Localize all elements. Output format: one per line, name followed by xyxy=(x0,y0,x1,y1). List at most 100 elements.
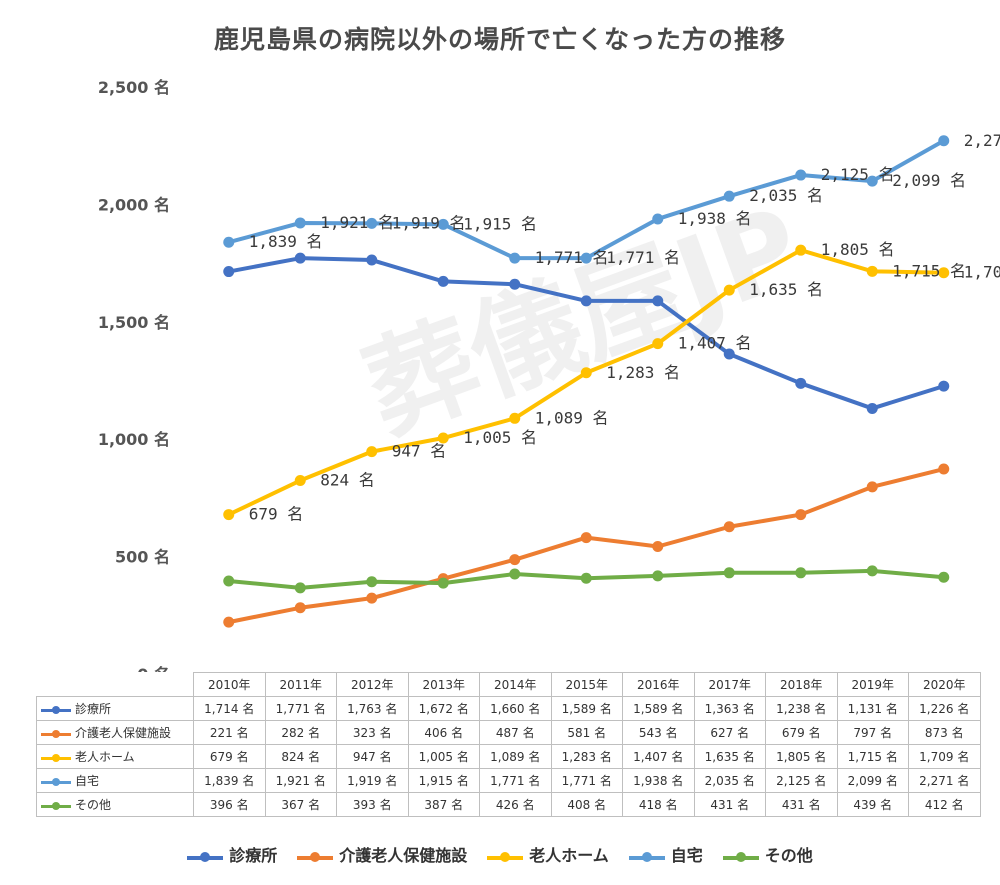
data-point xyxy=(580,532,592,544)
series-name: 介護老人保健施設 xyxy=(75,726,172,740)
data-point xyxy=(652,541,664,553)
table-cell: 543 名 xyxy=(622,720,695,745)
data-point xyxy=(938,135,950,147)
table-header-year: 2017年 xyxy=(693,672,766,697)
legend-label: 介護老人保健施設 xyxy=(339,846,468,865)
table-row: 介護老人保健施設 221 名 282 名 323 名 406 名 487 名 581 名 54… xyxy=(36,720,981,745)
data-label: 1,938 名 xyxy=(678,209,752,228)
data-label: 2,271 名 xyxy=(964,131,1000,150)
table-cell: 426 名 xyxy=(479,792,552,817)
data-point xyxy=(652,213,664,225)
legend-label: 自宅 xyxy=(670,846,703,865)
table-row-header: 診療所 xyxy=(36,696,194,721)
table-row: その他 396 名 367 名 393 名 387 名 426 名 408 名 418 名 43… xyxy=(36,792,981,817)
table-cell: 406 名 xyxy=(407,720,480,745)
series-line xyxy=(228,467,945,625)
legend-item: その他 xyxy=(722,842,813,866)
data-label: 947 名 xyxy=(392,442,447,461)
data-point xyxy=(866,565,878,577)
table-cell: 439 名 xyxy=(836,792,909,817)
table-cell: 323 名 xyxy=(336,720,409,745)
data-label: 1,005 名 xyxy=(463,428,537,447)
table-cell: 1,938 名 xyxy=(622,768,695,793)
data-label: 1,771 名 xyxy=(606,248,680,267)
data-point xyxy=(294,252,306,264)
table-cell: 387 名 xyxy=(407,792,480,817)
series-swatch xyxy=(41,801,71,811)
series-name: 自宅 xyxy=(75,774,100,788)
table-row-header: その他 xyxy=(36,792,194,817)
data-point xyxy=(938,571,950,583)
data-label: 2,125 名 xyxy=(821,165,895,184)
data-label: 824 名 xyxy=(320,471,375,490)
data-point xyxy=(437,577,449,589)
table-cell: 1,763 名 xyxy=(336,696,409,721)
data-point xyxy=(366,592,378,604)
table-cell: 431 名 xyxy=(765,792,838,817)
data-label: 1,839 名 xyxy=(249,232,323,251)
table-header-year: 2019年 xyxy=(836,672,909,697)
y-tick-label: 1,500 名 xyxy=(98,313,170,332)
table-cell: 1,005 名 xyxy=(407,744,480,769)
data-label: 1,283 名 xyxy=(606,363,680,382)
chart-title: 鹿児島県の病院以外の場所で亡くなった方の推移 xyxy=(213,25,786,54)
legend-label: 診療所 xyxy=(229,846,278,865)
data-point xyxy=(580,295,592,307)
legend-item: 介護老人保健施設 xyxy=(297,842,467,866)
table-cell: 797 名 xyxy=(836,720,909,745)
data-point xyxy=(723,521,735,533)
table-cell: 2,099 名 xyxy=(836,768,909,793)
table-corner xyxy=(36,672,194,697)
table-cell: 2,035 名 xyxy=(693,768,766,793)
data-point xyxy=(437,275,449,287)
data-point xyxy=(509,412,521,424)
table-row-header: 自宅 xyxy=(36,768,194,793)
y-tick-label: 2,000 名 xyxy=(98,195,170,214)
table-cell: 1,238 名 xyxy=(765,696,838,721)
table-cell: 1,226 名 xyxy=(908,696,981,721)
y-tick-label: 1,000 名 xyxy=(98,430,170,449)
legend-item: 診療所 xyxy=(187,842,277,866)
legend-swatch xyxy=(187,851,224,863)
data-label: 1,635 名 xyxy=(749,280,823,299)
data-point xyxy=(366,217,378,229)
data-point xyxy=(509,278,521,290)
table-row: 診療所 1,714 名 1,771 名 1,763 名 1,672 名 1,660 名 1,… xyxy=(36,696,981,721)
data-point xyxy=(723,567,735,579)
table-cell: 581 名 xyxy=(550,720,623,745)
data-point xyxy=(652,570,664,582)
table-cell: 1,771 名 xyxy=(479,768,552,793)
data-label: 1,709 名 xyxy=(964,263,1000,282)
data-label: 1,921 名 xyxy=(320,213,394,232)
table-cell: 1,771 名 xyxy=(550,768,623,793)
table-cell: 396 名 xyxy=(193,792,266,817)
data-point xyxy=(580,367,592,379)
table-cell: 1,089 名 xyxy=(479,744,552,769)
data-label: 679 名 xyxy=(249,505,304,524)
y-tick-label: 500 名 xyxy=(115,548,170,567)
data-point xyxy=(723,348,735,360)
data-point xyxy=(580,572,592,584)
table-row-header: 老人ホーム xyxy=(36,744,194,769)
data-point xyxy=(437,218,449,230)
table-row: 老人ホーム 679 名 824 名 947 名 1,005 名 1,089 名 1,283 … xyxy=(36,744,981,769)
legend-label: 老人ホーム xyxy=(529,846,609,865)
table-cell: 1,589 名 xyxy=(622,696,695,721)
data-point xyxy=(580,252,592,264)
data-point xyxy=(866,481,878,493)
data-point xyxy=(223,236,235,248)
table-cell: 1,715 名 xyxy=(836,744,909,769)
data-label: 1,771 名 xyxy=(535,248,609,267)
data-point xyxy=(723,190,735,202)
legend-swatch xyxy=(297,851,334,863)
legend-swatch xyxy=(487,851,524,863)
y-tick-label: 0 名 xyxy=(137,665,170,672)
table-header-year: 2015年 xyxy=(550,672,623,697)
data-point xyxy=(223,575,235,587)
data-point xyxy=(866,175,878,187)
table-header-year: 2010年 xyxy=(193,672,266,697)
table-header-year: 2018年 xyxy=(765,672,838,697)
data-point xyxy=(437,432,449,444)
data-point xyxy=(294,217,306,229)
table-cell: 1,635 名 xyxy=(693,744,766,769)
